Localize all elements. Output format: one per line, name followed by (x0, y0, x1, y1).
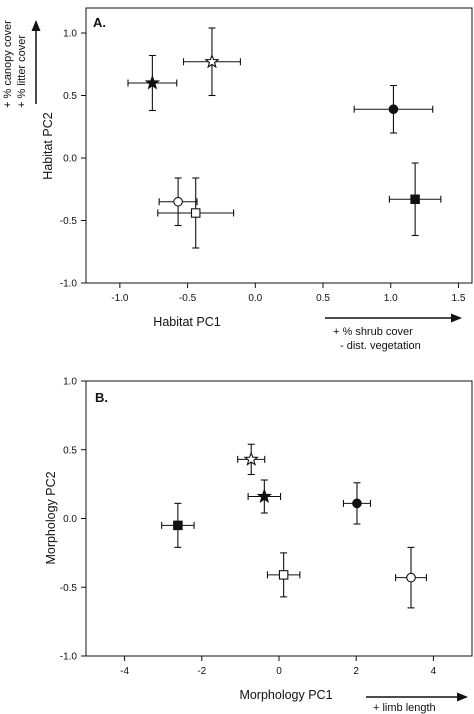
data-point-circle-filled (353, 84, 434, 134)
panel-a-label: A. (93, 15, 106, 30)
x-tick-label: -4 (120, 666, 129, 677)
y-tick-label: 1.0 (63, 29, 77, 40)
x-tick-label: 0.5 (316, 293, 330, 304)
marker-square-filled (173, 520, 183, 531)
y-tick-label: 1.0 (63, 377, 77, 388)
data-point-circle-filled (342, 482, 372, 525)
data-point-star-filled (127, 54, 178, 112)
x-tick-label: -0.5 (179, 293, 197, 304)
panel-a-x-annotation: + % shrub cover - dist. vegetation (325, 313, 462, 352)
data-point-star-filled (247, 479, 282, 514)
panel-b-x-axis-label: Morphology PC1 (239, 688, 332, 702)
y-tick-label: -1.0 (60, 279, 78, 290)
y-tick-label: -0.5 (60, 583, 78, 594)
panel-a-x-axis-label: Habitat PC1 (153, 315, 220, 329)
y-tick-label: 0.5 (63, 91, 77, 102)
y-tick-label: -1.0 (60, 652, 78, 663)
marker-square-open (278, 570, 289, 580)
data-point-star-open (237, 443, 266, 476)
data-point-star-open (182, 27, 241, 97)
panel-a-x-ticks: -1.0 -0.5 0.0 0.5 1.0 1.5 (111, 283, 466, 304)
data-point-square-filled (388, 162, 442, 237)
x-tick-label: -1.0 (111, 293, 129, 304)
panel-b-y-axis-label: Morphology PC2 (44, 471, 58, 564)
y-tick-label: -0.5 (60, 216, 78, 227)
marker-square-open (190, 208, 201, 218)
marker-circle-filled (388, 104, 399, 115)
panel-a-points (127, 27, 442, 249)
panel-a-y-annotation-line-2: + % litter cover (16, 35, 28, 108)
marker-star-filled (256, 488, 273, 504)
panel-a-x-annotation-arrow-head (451, 313, 462, 323)
data-point-circle-open (395, 546, 428, 609)
x-tick-label: 0.0 (248, 293, 262, 304)
data-point-square-open (266, 552, 301, 598)
y-tick-label: 0.0 (63, 514, 77, 525)
marker-star-open (243, 451, 259, 466)
marker-star-filled (144, 74, 161, 90)
panel-a-x-annotation-line-2: - dist. vegetation (340, 340, 421, 352)
panel-b-x-ticks: -4 -2 0 2 4 (120, 656, 437, 677)
marker-circle-filled (352, 498, 362, 509)
marker-square-filled (410, 194, 420, 205)
x-tick-label: -2 (197, 666, 206, 677)
panel-b-label: B. (95, 390, 108, 405)
x-tick-label: 0 (276, 666, 282, 677)
x-tick-label: 2 (353, 666, 359, 677)
x-tick-label: 1.0 (384, 293, 398, 304)
panel-a-y-ticks: -1.0 -0.5 0.0 0.5 1.0 (60, 29, 86, 290)
data-point-square-open (157, 177, 235, 249)
panel-b-x-annotation-line-1: + limb length (373, 702, 436, 714)
panel-b-points (161, 443, 428, 609)
marker-star-open (204, 53, 220, 69)
panel-a-y-annotation-line-1: + % canopy cover (2, 20, 14, 108)
panel-b-x-annotation-arrow-head (457, 692, 468, 702)
panel-b-plot-frame (85, 380, 473, 657)
marker-circle-open (406, 572, 416, 583)
panel-a-plot-frame (85, 7, 473, 284)
panel-a-y-annotation-arrow-head (31, 20, 41, 31)
y-tick-label: 0.5 (63, 445, 77, 456)
panel-b-y-ticks: -1.0 -0.5 0.0 0.5 1.0 (60, 377, 86, 663)
panel-b: B. -1.0 -0.5 0.0 0.5 1.0 -4 -2 0 2 4 Morphology … (44, 377, 473, 714)
y-tick-label: 0.0 (63, 154, 77, 165)
panel-a: A. -1.0 -0.5 0.0 0.5 1.0 -1.0 -0.5 0.0 0.5 1.0 1.… (2, 7, 473, 352)
x-tick-label: 4 (431, 666, 437, 677)
panel-b-x-annotation: + limb length (366, 692, 468, 714)
panel-a-y-annotation: + % canopy cover + % litter cover (2, 20, 41, 108)
panel-a-y-axis-label: Habitat PC2 (41, 112, 55, 179)
panel-a-x-annotation-line-1: + % shrub cover (333, 326, 413, 338)
x-tick-label: 1.5 (452, 293, 466, 304)
marker-circle-open (173, 196, 183, 207)
data-point-circle-open (158, 177, 198, 227)
data-point-square-filled (161, 502, 195, 548)
